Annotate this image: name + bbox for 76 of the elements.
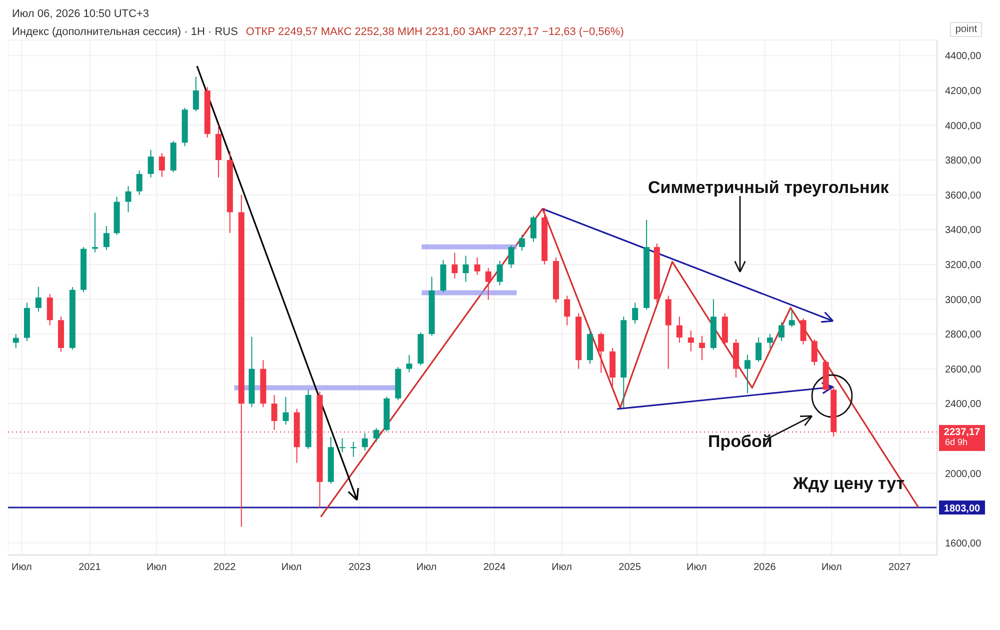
x-tick-label: Июл [552,562,572,574]
y-tick-label: 4200,00 [945,86,982,98]
candlestick [767,334,774,348]
text: 6d 9h [945,437,968,447]
y-tick-label: 3400,00 [945,225,982,236]
candlestick [811,338,818,366]
candlestick [12,334,19,348]
y-tick-label: 4000,00 [945,120,982,132]
candlestick [103,226,110,250]
y-tick-label: 1600,00 [945,538,982,550]
y-axis-title: point [950,22,982,37]
candlestick [788,309,795,328]
candlestick [362,432,368,452]
candlestick [282,396,289,426]
candlestick [192,76,199,112]
y-tick-label: 3000,00 [945,294,982,306]
x-tick-label: Июл [686,562,708,574]
annotation: Жду цену тут [793,474,905,494]
candlestick [699,335,706,361]
candlestick [800,318,806,345]
x-tick-label: Июл [416,562,437,574]
x-tick-label: 2026 [754,562,776,574]
candlestick [148,149,154,178]
candlestick [598,332,604,374]
candlestick [778,321,784,342]
candlestick [530,215,536,242]
x-tick-label: 2025 [618,562,642,574]
ref-line-label: 2237,17 [944,426,981,438]
candlestick [496,260,503,286]
text: Июл 06, 2026 10:50 UTC+3 [12,8,149,20]
y-tick-label: 3200,00 [945,260,982,271]
x-tick-label: 2024 [483,562,506,574]
x-tick-label: Июл [281,562,302,574]
x-tick-label: 2027 [888,562,912,574]
x-tick-label: Июл [12,562,32,574]
candlestick [406,354,412,373]
candlestick [744,354,750,394]
y-tick-label: 2800,00 [945,330,982,341]
candlestick [125,186,132,213]
candlestick [462,255,469,282]
chart-title: Индекс (дополнительная сессия) · 1H · RUS [12,26,238,38]
candlestick [564,295,570,326]
candlestick [339,438,346,453]
y-tick-label: 3800,00 [945,156,982,167]
annotation: Пробой [708,432,772,452]
ref-line-label: 1803,00 [944,504,981,514]
candlestick [676,316,682,344]
chart-subtitle: ОТКР 2249,57 МАКС 2252,38 МИН 2231,60 ЗАКР 2237,17 −12,63 (−0,56%) [246,26,624,38]
x-tick-label: Июл [146,562,167,574]
candlestick [485,267,492,300]
candlestick [92,212,98,253]
candlestick [136,170,142,196]
candlestick [46,294,53,326]
candlestick [474,256,480,276]
candlestick [350,441,356,458]
annotation: Симметричный треугольник [648,178,889,198]
candlestick [756,337,762,362]
candlestick [452,252,458,279]
line-series [320,208,920,518]
candlestick [373,427,380,442]
candlestick [688,330,694,352]
candlestick [35,286,42,312]
y-tick-label: 2400,00 [945,399,982,410]
x-tick-label: 2023 [348,562,372,574]
x-tick-label: 2022 [214,562,236,574]
candlestick [518,234,525,252]
candlestick [508,244,514,268]
y-tick-label: 2000,00 [945,468,982,480]
x-tick-label: 2021 [78,562,102,574]
y-tick-label: 3600,00 [945,190,982,202]
y-tick-label: 2600,00 [945,364,982,376]
candlestick [632,302,638,324]
candlestick [158,152,165,178]
candlestick [271,394,278,430]
y-tick-label: 4400,00 [945,51,982,62]
x-tick-label: Июл [821,562,842,574]
